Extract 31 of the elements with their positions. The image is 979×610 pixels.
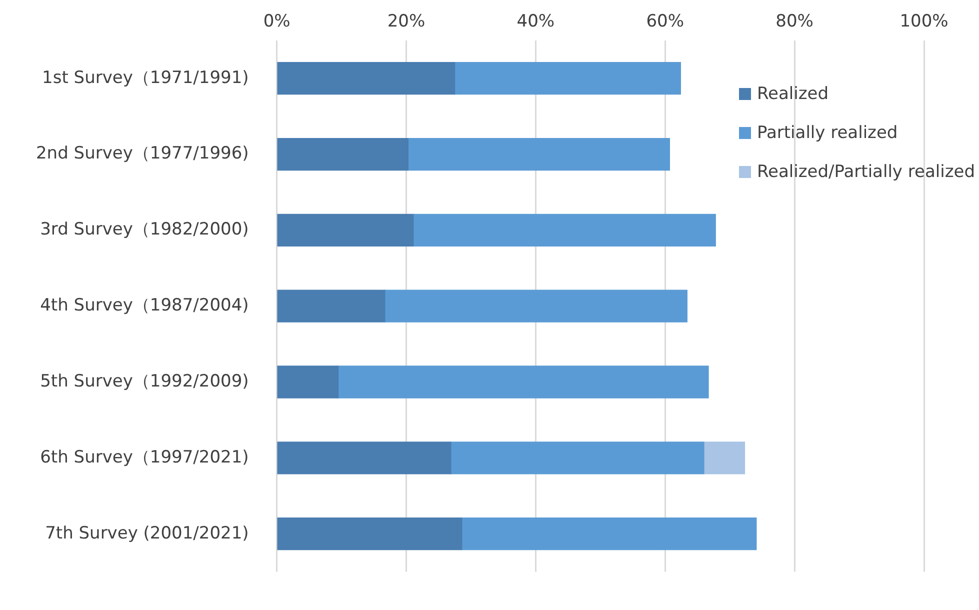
bar [462,518,757,550]
bar [338,366,709,398]
bar [408,138,670,171]
x-tick-label: 40% [516,12,555,32]
bar [277,366,339,398]
x-tick-label: 60% [646,12,684,32]
y-tick-label: 2nd Survey（1977/1996) [36,144,249,164]
x-tick-label: 100% [900,12,948,32]
bar [384,290,688,322]
x-tick-label: 20% [387,12,426,32]
legend-label: Realized/Partially realized [757,162,975,182]
bar [450,442,704,474]
legend-label: Partially realized [757,122,898,142]
bar [413,214,716,247]
legend-label: Realized [757,84,829,104]
y-tick-label: 6th Survey（1997/2021) [40,447,249,468]
y-tick-label: 1st Survey（1971/1991) [42,68,249,88]
bar [277,214,414,247]
y-tick-label: 5th Survey（1992/2009) [40,371,249,392]
x-tick-label: 0% [263,12,290,32]
bar [704,442,746,474]
bar [277,138,409,171]
y-tick-label: 7th Survey (2001/2021) [45,523,249,544]
bar [454,62,681,95]
x-tick-label: 80% [776,12,814,32]
bar [277,442,452,474]
y-tick-label: 3rd Survey（1982/2000) [40,220,249,240]
bar [277,518,462,550]
y-tick-label: 4th Survey（1987/2004) [40,296,249,316]
bar [277,62,456,95]
bar [277,290,386,322]
